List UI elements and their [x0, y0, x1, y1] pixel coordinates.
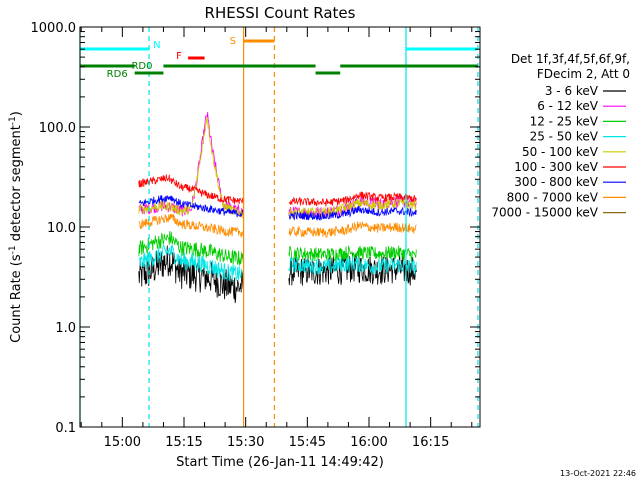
y-axis-label: Count Rate (s-1 detector segment-1)	[8, 111, 24, 343]
x-axis-label: Start Time (26-Jan-11 14:49:42)	[176, 455, 384, 470]
series-trace	[138, 194, 245, 218]
flag-label: RD0	[131, 61, 152, 72]
y-tick-label: 1.0	[55, 321, 76, 336]
series-trace	[288, 205, 417, 221]
flag-label: RD6	[107, 69, 128, 80]
y-axis-label-part: -1	[8, 116, 18, 125]
x-tick-label: 15:45	[289, 435, 326, 450]
x-tick-label: 16:15	[412, 435, 449, 450]
legend-header-detectors: Det 1f,3f,4f,5f,6f,9f,	[511, 52, 630, 66]
flag-label: S	[230, 36, 236, 47]
y-tick-label: 10.0	[47, 221, 76, 236]
series-100-300kev	[138, 174, 417, 207]
x-tick-label: 16:00	[350, 435, 387, 450]
flag-label: F	[176, 51, 182, 62]
legend-entry-label: 3 - 6 keV	[545, 84, 599, 98]
legend-entry-label: 100 - 300 keV	[514, 160, 598, 174]
x-axis: 15:00 15:15 15:30 15:45 16:00 16:15	[80, 27, 473, 450]
flag-n: N	[80, 40, 478, 51]
series-trace	[288, 221, 417, 238]
legend-entry-label: 12 - 25 keV	[530, 114, 599, 128]
series-trace	[138, 213, 245, 238]
y-axis-label-part: detector segment	[9, 125, 24, 245]
legend-entry-label: 800 - 7000 keV	[507, 190, 599, 204]
flag-rd6: RD6	[107, 69, 341, 80]
flag-f: F	[176, 51, 205, 62]
series-800-7000kev	[138, 213, 417, 238]
legend-entry-label: 6 - 12 keV	[537, 99, 599, 113]
series-trace	[288, 191, 417, 207]
legend-entry-label: 7000 - 15000 keV	[491, 206, 598, 220]
flag-rd0: RD0	[80, 61, 478, 72]
flag-label: N	[153, 40, 160, 51]
y-tick-label: 100.0	[39, 121, 76, 136]
legend: Det 1f,3f,4f,5f,6f,9f, FDecim 2, Att 0 3…	[491, 52, 630, 220]
legend-entry-label: 50 - 100 keV	[522, 145, 599, 159]
series-trace	[138, 116, 245, 219]
y-axis-label-part: )	[9, 111, 24, 116]
x-tick-label: 15:30	[227, 435, 264, 450]
flag-s: S	[230, 36, 275, 47]
chart-title: RHESSI Count Rates	[205, 4, 356, 22]
legend-entry-label: 25 - 50 keV	[530, 130, 599, 144]
y-tick-label: 0.1	[55, 421, 76, 436]
y-tick-label: 1000.0	[31, 21, 77, 36]
x-tick-label: 15:15	[165, 435, 202, 450]
series-25-50kev	[138, 244, 417, 283]
legend-entry-label: 300 - 800 keV	[514, 175, 598, 189]
legend-header-decimation: FDecim 2, Att 0	[537, 67, 630, 81]
series-trace	[138, 174, 245, 205]
series-trace	[138, 245, 245, 304]
series-layer	[138, 112, 417, 304]
series-trace	[288, 256, 417, 276]
y-axis-label-part: Count Rate (s	[9, 254, 24, 343]
y-axis-label-part: -1	[8, 245, 18, 254]
x-tick-label: 15:00	[104, 435, 141, 450]
series-300-800kev	[138, 194, 417, 221]
series-trace	[138, 244, 244, 283]
series-trace	[138, 231, 245, 267]
footer-date: 13-Oct-2021 22:46	[560, 469, 636, 478]
